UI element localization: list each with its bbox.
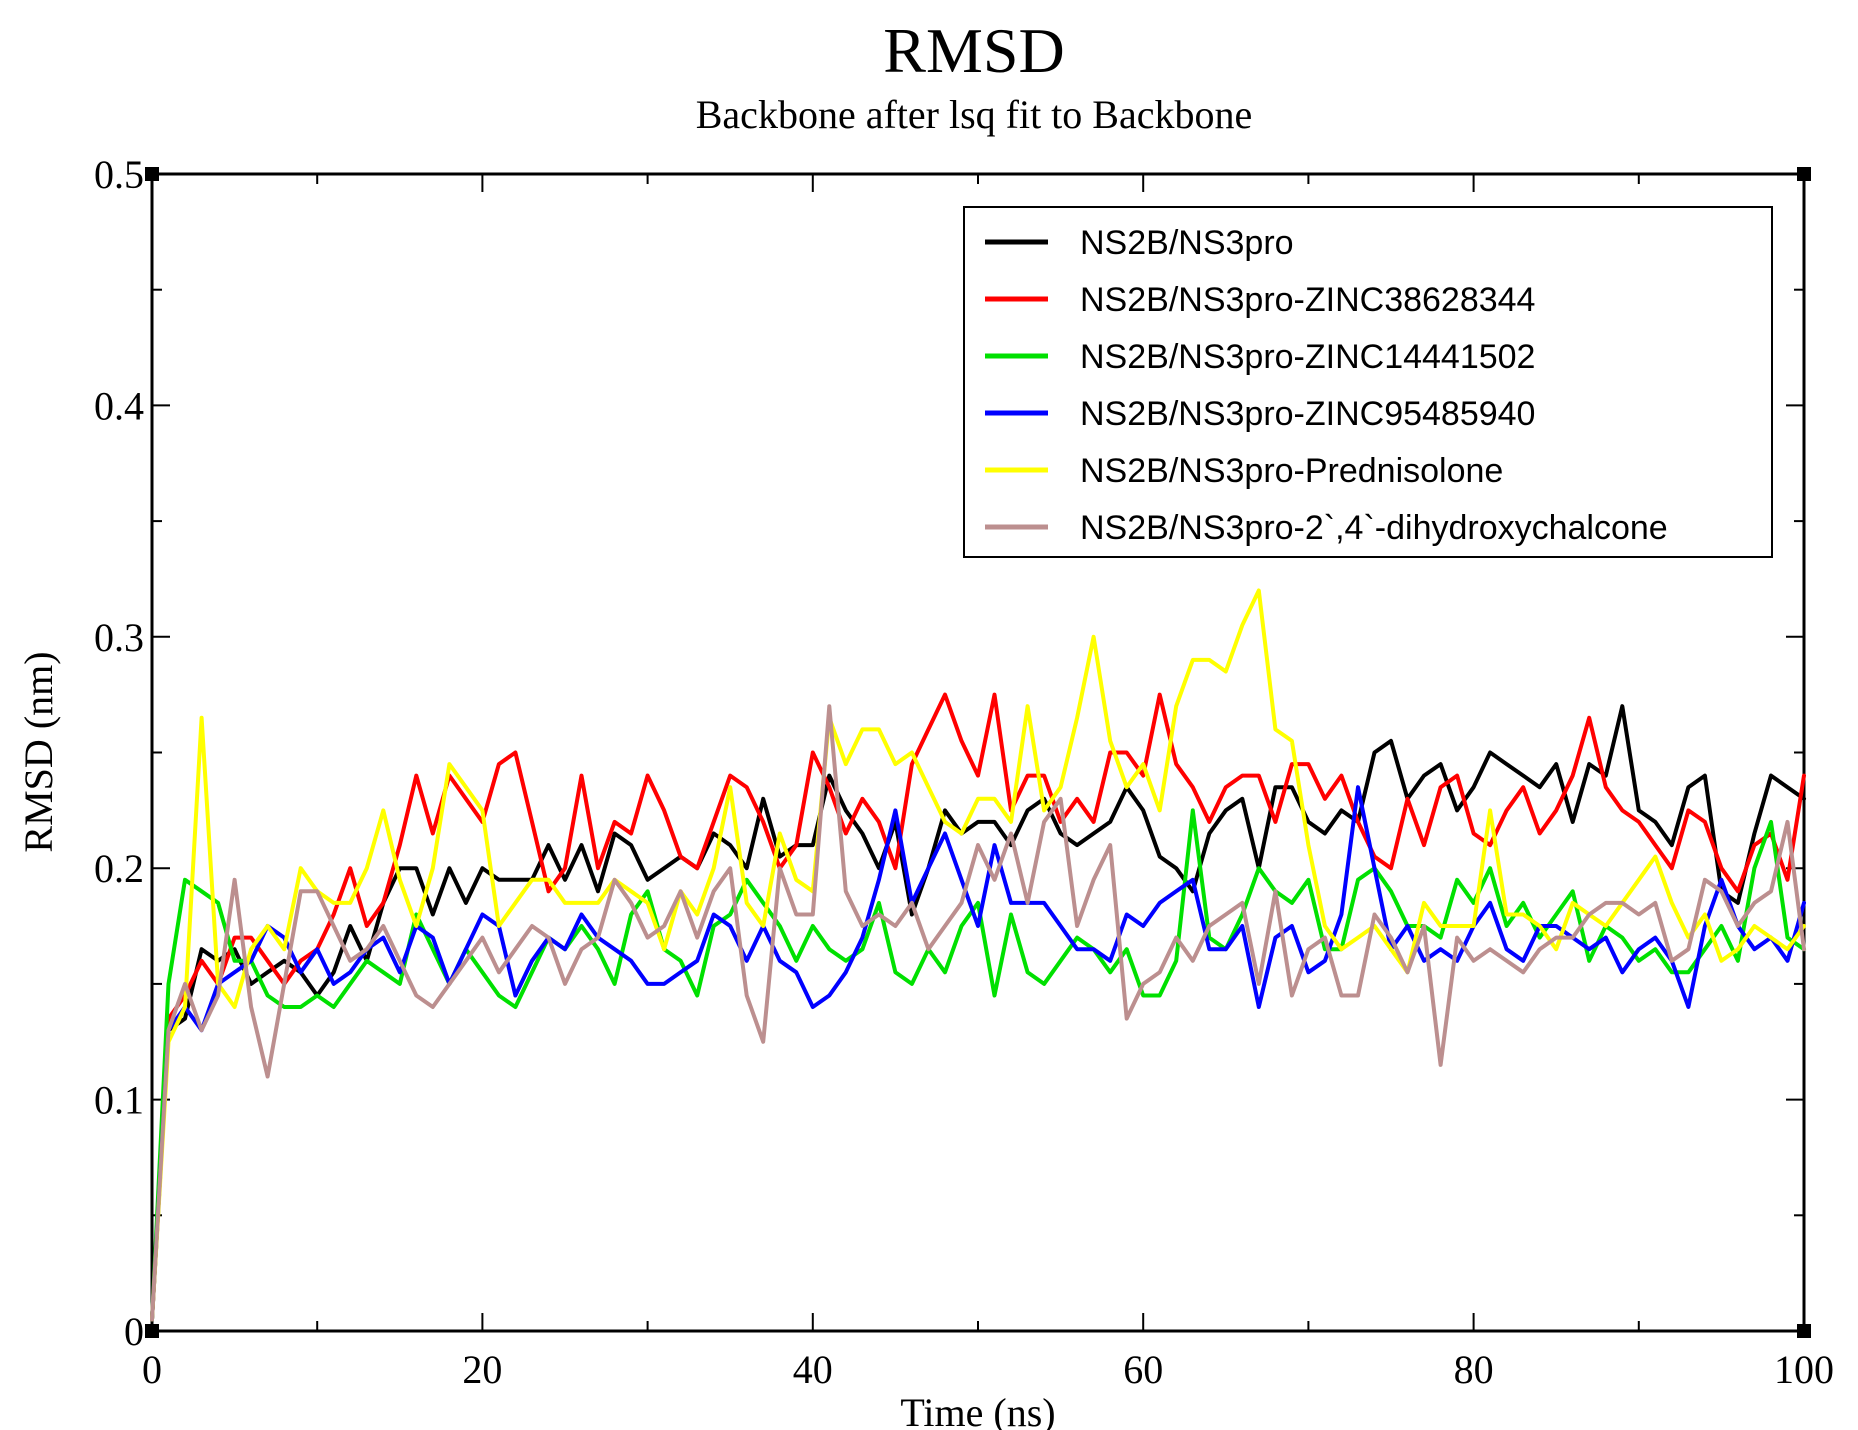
corner-marker (1797, 167, 1811, 181)
y-tick-label: 0.1 (94, 1078, 144, 1123)
legend-label: NS2B/NS3pro-2`,4`-dihydroxychalcone (1080, 509, 1668, 547)
x-axis-label: Time (ns) (900, 1390, 1055, 1430)
y-tick-labels: 0 0.1 0.2 0.3 0.4 0.5 (94, 152, 144, 1354)
chart-title: RMSD (883, 15, 1064, 86)
legend-box (963, 206, 1773, 558)
series-line-5 (150, 588, 1806, 1322)
series-line-2 (150, 692, 1806, 1322)
series-group (150, 588, 1806, 1322)
corner-marker (1797, 1324, 1811, 1338)
plot-area (145, 167, 1811, 1338)
x-tick-label: 80 (1454, 1347, 1494, 1392)
series-line-1 (150, 704, 1806, 1322)
series-line-6 (150, 704, 1806, 1322)
legend-label: NS2B/NS3pro-ZINC38628344 (1080, 281, 1535, 319)
y-tick-label: 0.5 (94, 152, 144, 197)
corner-marker (145, 167, 159, 181)
legend-items: NS2B/NS3pro NS2B/NS3pro-ZINC38628344 NS2B/… (985, 224, 1668, 547)
series-line-4 (150, 785, 1806, 1322)
corner-markers (145, 167, 1811, 1338)
legend-label: NS2B/NS3pro (1080, 224, 1294, 262)
y-axis-label: RMSD (nm) (16, 651, 61, 852)
x-tick-label: 0 (142, 1347, 162, 1392)
x-tick-label: 20 (462, 1347, 502, 1392)
corner-marker (145, 1324, 159, 1338)
legend-label: NS2B/NS3pro-ZINC95485940 (1080, 395, 1535, 433)
y-tick-label: 0.2 (94, 846, 144, 891)
y-tick-label: 0.4 (94, 383, 144, 428)
legend-label: NS2B/NS3pro-ZINC14441502 (1080, 338, 1535, 376)
x-tick-label: 60 (1123, 1347, 1163, 1392)
y-tick-label: 0.3 (94, 615, 144, 660)
legend: NS2B/NS3pro NS2B/NS3pro-ZINC38628344 NS2B/… (963, 206, 1773, 558)
chart-subtitle: Backbone after lsq fit to Backbone (696, 92, 1252, 137)
x-tick-label: 100 (1774, 1347, 1834, 1392)
x-tick-labels: 0 20 40 60 80 100 (142, 1347, 1834, 1392)
legend-label: NS2B/NS3pro-Prednisolone (1080, 452, 1503, 490)
x-tick-label: 40 (793, 1347, 833, 1392)
series-line-3 (150, 808, 1806, 1322)
y-tick-label: 0 (124, 1309, 144, 1354)
